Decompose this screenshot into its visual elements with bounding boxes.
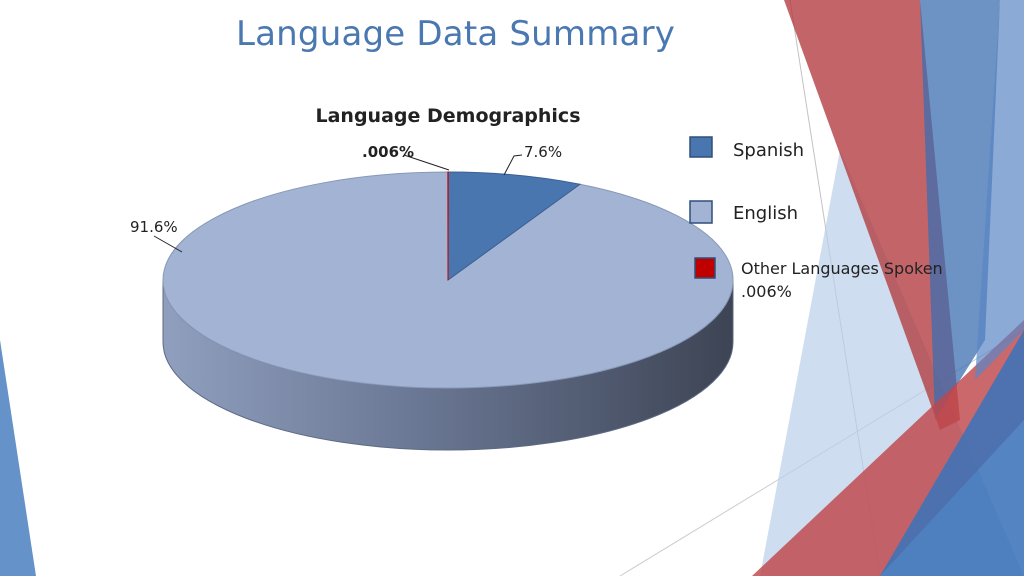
leader-line-other (403, 154, 450, 171)
data-label-spanish: 7.6% (524, 143, 562, 161)
pie-slice-spanish (447, 171, 582, 281)
legend-swatch-spanish (689, 136, 713, 158)
leader-line-spanish (503, 154, 523, 176)
left-accent-stripe (0, 340, 36, 576)
decor-red-band-bottom (752, 320, 1024, 576)
decor-blue-edge (975, 0, 1024, 380)
slide-title: Language Data Summary (236, 14, 676, 54)
data-label-english: 91.6% (130, 218, 178, 236)
leader-line-english (153, 235, 183, 253)
data-label-other: .006% (362, 143, 414, 161)
legend-swatch-english (689, 200, 713, 224)
legend-label-english: English (733, 203, 798, 224)
chart-title: Language Demographics (315, 105, 580, 127)
legend-label-other-value: .006% (741, 282, 792, 301)
legend-label-other: Other Languages Spoken (741, 259, 943, 278)
decor-red-band (784, 0, 960, 430)
legend-swatch-other (694, 257, 716, 279)
decor-blue-band-bottom (880, 330, 1024, 576)
legend-label-spanish: Spanish (733, 140, 804, 161)
